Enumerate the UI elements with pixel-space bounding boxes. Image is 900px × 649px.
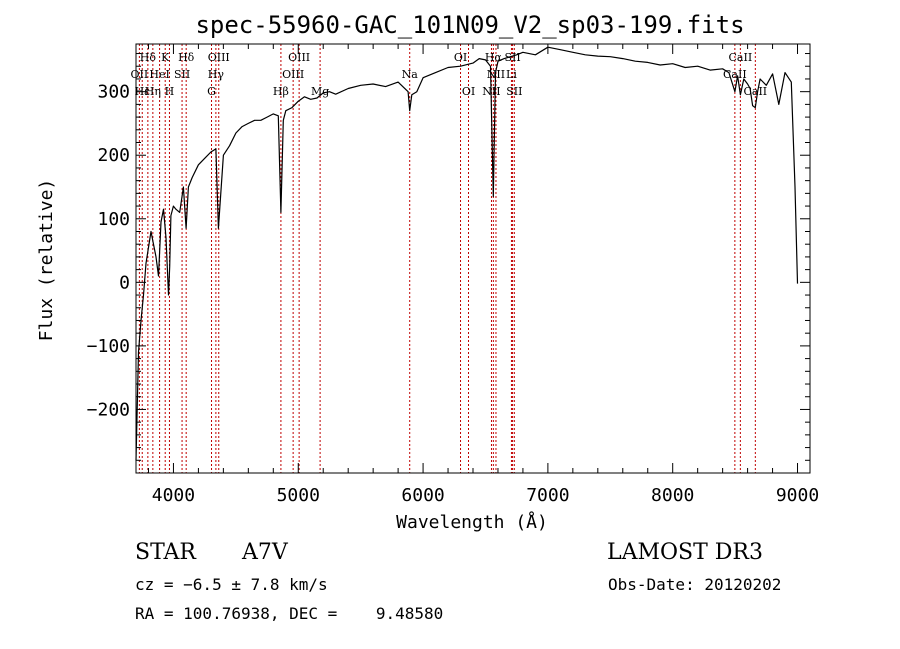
emission-line-markers: [138, 44, 756, 473]
line-label: Hδ: [178, 51, 195, 64]
line-label: Na: [402, 68, 419, 81]
line-label: Li: [506, 68, 517, 81]
x-tick-label: 8000: [651, 485, 694, 506]
x-tick-label: 5000: [277, 485, 320, 506]
line-label: Hδ: [140, 51, 157, 64]
chart-title: spec-55960-GAC_101N09_V2_sp03-199.fits: [195, 11, 744, 39]
y-tick-label: 100: [97, 209, 130, 230]
x-tick-label: 9000: [776, 485, 819, 506]
spectrum-line: [135, 46, 799, 461]
line-label: SII: [506, 85, 522, 98]
x-axis-label: Wavelength (Å): [396, 511, 548, 533]
line-label: Hγ: [208, 68, 225, 81]
spectrum-series: [135, 46, 799, 461]
line-label: SII: [174, 68, 190, 81]
y-axis-label: Flux (relative): [36, 179, 57, 342]
axes: 4000 5000 6000 7000 8000 9000 −200 −100 0 100 200 3…: [87, 43, 819, 506]
y-tick-label: 0: [119, 272, 130, 293]
line-label: OIII: [208, 51, 230, 64]
object-class: STAR: [135, 540, 196, 565]
line-label: OII: [131, 68, 149, 81]
x-tick-label: 6000: [401, 485, 444, 506]
line-label: K: [161, 51, 170, 64]
line-label: G: [207, 85, 216, 98]
coordinates: RA = 100.76938, DEC = 9.48580: [135, 604, 444, 623]
line-label: OIII: [288, 51, 310, 64]
x-tick-label: 7000: [526, 485, 569, 506]
line-label: H: [165, 85, 175, 98]
y-tick-label: 200: [97, 145, 130, 166]
line-label: Hβ: [273, 85, 289, 98]
line-label: CaII: [723, 68, 747, 81]
line-label: CaII: [729, 51, 753, 64]
line-label: Hη: [145, 85, 161, 98]
line-label: HeI: [149, 68, 169, 81]
line-label: OI: [462, 85, 475, 98]
line-label: Mg: [311, 85, 329, 98]
plot-frame: [135, 43, 811, 474]
line-label: OI: [454, 51, 467, 64]
line-label: CaII: [743, 85, 767, 98]
y-tick-label: −100: [87, 336, 130, 357]
survey-name: LAMOST DR3: [607, 540, 763, 565]
obs-date: Obs-Date: 20120202: [608, 575, 782, 594]
redshift-cz: cz = −6.5 ± 7.8 km/s: [135, 575, 328, 594]
y-tick-label: 300: [97, 82, 130, 103]
line-label: OIII: [282, 68, 304, 81]
object-subclass: A7V: [242, 540, 288, 565]
x-tick-label: 4000: [152, 485, 195, 506]
y-tick-label: −200: [87, 399, 130, 420]
